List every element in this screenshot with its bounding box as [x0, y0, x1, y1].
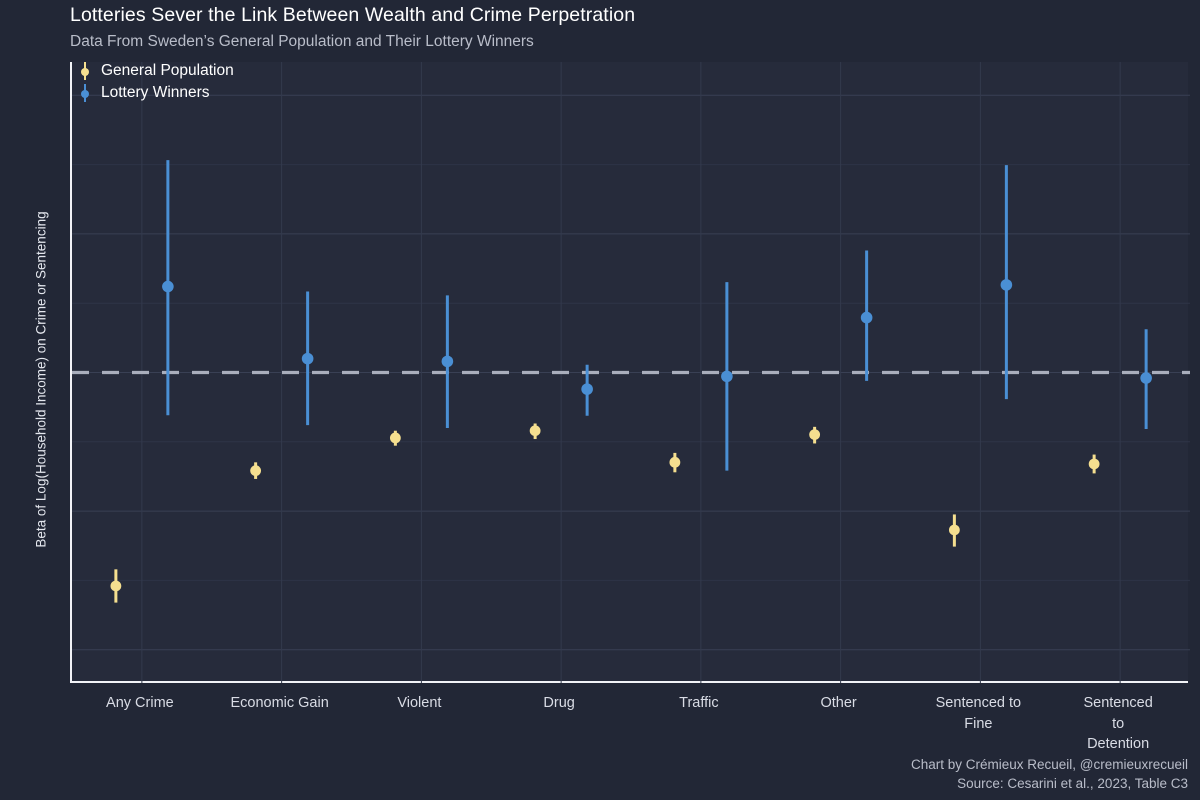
legend-marker-icon — [78, 83, 92, 102]
chart-legend: General Population Lottery Winners — [78, 60, 234, 103]
data-point-group — [110, 569, 122, 603]
data-point-group — [669, 452, 681, 473]
data-point-group — [581, 364, 593, 416]
x-tick-label: Sentenced to Fine — [935, 695, 1022, 732]
chart-caption: Chart by Crémieux Recueil, @cremieuxrecu… — [911, 755, 1188, 794]
chart-title: Lotteries Sever the Link Between Wealth … — [70, 4, 636, 26]
data-point-group — [250, 462, 262, 479]
data-point-group — [441, 295, 454, 428]
data-point-group — [1000, 165, 1013, 400]
x-tick-label: Traffic — [679, 695, 719, 711]
data-point-group — [529, 423, 541, 440]
caption-author: Chart by Crémieux Recueil, @cremieuxrecu… — [910, 756, 1188, 772]
x-tick-label: Other — [820, 695, 857, 711]
data-point-group — [721, 282, 733, 471]
data-point-group — [162, 160, 174, 416]
data-point-group — [301, 291, 314, 426]
x-tick-label: Drug — [543, 695, 575, 711]
x-tick-label: Economic Gain — [230, 695, 329, 711]
chart-subtitle: Data From Sweden’s General Population an… — [70, 33, 534, 50]
plot-panel — [70, 62, 1190, 683]
x-tick-label: Any Crime — [106, 695, 174, 711]
x-tick-label: Sentenced to Detention — [1083, 695, 1153, 753]
legend-item[interactable]: Lottery Winners — [78, 82, 234, 103]
data-point-group — [1140, 329, 1152, 430]
data-point-group — [809, 426, 821, 444]
plot-svg — [72, 62, 1190, 683]
caption-source: Source: Cesarini et al., 2023, Table C3 — [957, 776, 1188, 792]
legend-label: General Population — [101, 61, 234, 79]
data-point-group — [389, 430, 401, 446]
legend-item[interactable]: General Population — [78, 60, 234, 81]
x-tick-label: Violent — [397, 695, 442, 711]
legend-marker-icon — [78, 61, 92, 80]
data-point-group — [1088, 454, 1100, 474]
data-point-group — [860, 250, 873, 381]
legend-label: Lottery Winners — [101, 83, 210, 101]
data-point-group — [948, 514, 960, 547]
y-axis-label: Beta of Log(Household Income) on Crime o… — [33, 211, 49, 548]
